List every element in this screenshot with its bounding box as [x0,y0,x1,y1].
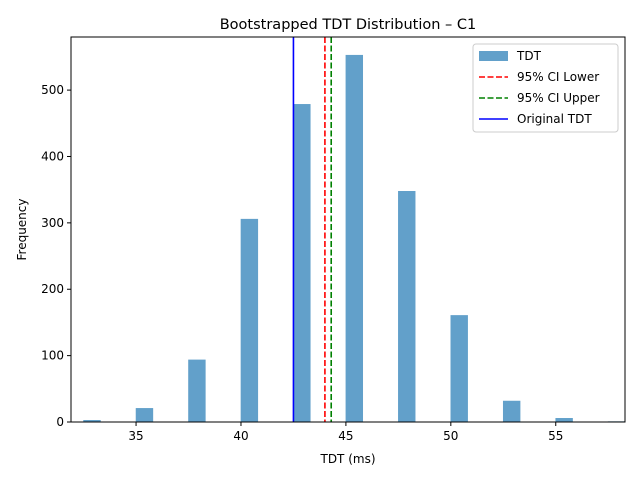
x-tick-label: 50 [443,429,458,443]
bars-group [83,54,626,423]
y-axis-label: Frequency [15,199,29,261]
legend-label: 95% CI Upper [517,91,600,105]
legend-box [472,43,619,133]
y-tick-label: 500 [41,83,64,97]
plot-frame [70,36,626,423]
histogram-bar-9 [555,418,573,422]
histogram-bar-5 [345,54,364,422]
y-tick-label: 400 [41,149,64,163]
histogram-bar-3 [240,218,259,422]
legend-label: Original TDT [517,112,592,126]
x-tick-label: 35 [128,429,143,443]
histogram-bar-2 [188,359,206,422]
y-tick-label: 300 [41,216,64,230]
histogram-bar-7 [450,315,468,422]
histogram-bar-4 [293,104,311,423]
y-tick-label: 100 [41,349,64,363]
histogram-bar-8 [502,400,521,422]
histogram-bar-6 [398,191,416,422]
legend-swatch-tdt [479,51,508,61]
reference-lines-group [292,37,333,422]
legend: TDT 95% CI Lower 95% CI Upper Original TDT [472,43,619,133]
x-tick-label: 40 [233,429,248,443]
x-axis-label: TDT (ms) [319,452,375,466]
histogram-bar-0 [83,420,101,422]
x-tick-label: 45 [338,429,353,443]
y-tick-label: 200 [41,282,64,296]
chart-title: Bootstrapped TDT Distribution – C1 [220,17,477,33]
legend-label: TDT [516,49,542,63]
x-tick-label: 55 [548,429,563,443]
histogram-bar-1 [135,408,154,422]
legend-label: 95% CI Lower [517,70,599,84]
y-tick-label: 0 [56,415,64,429]
axes-group: 35 40 45 50 55 0 100 200 300 400 500 [41,36,626,443]
